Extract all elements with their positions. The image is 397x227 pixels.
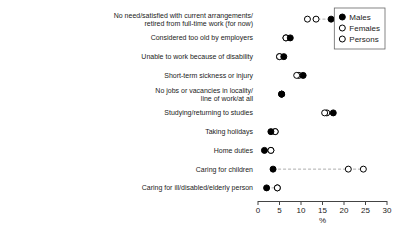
dot (322, 110, 328, 116)
x-tick (344, 201, 345, 205)
dot (279, 91, 285, 97)
x-tick-label: 30 (383, 206, 392, 215)
dot (279, 91, 285, 97)
dot (294, 72, 300, 78)
dot (274, 185, 280, 191)
x-tick-label: 5 (277, 206, 282, 215)
legend-label: Females (349, 24, 380, 33)
x-tick (279, 201, 280, 205)
category-label: Considered too old by employers (151, 34, 254, 42)
legend-marker (339, 25, 345, 31)
category-label: Caring for ill/disabled/elderly person (142, 184, 253, 192)
x-tick-label: 10 (297, 206, 306, 215)
x-axis: 0 5 10 15 20 25 30 (256, 201, 392, 215)
x-tick (301, 201, 302, 205)
x-tick-label: 25 (361, 206, 370, 215)
dot (281, 54, 287, 60)
dot (268, 147, 274, 153)
x-tick-label: 15 (318, 206, 327, 215)
dot (274, 185, 280, 191)
x-tick-label: 20 (340, 206, 349, 215)
dot (328, 16, 334, 22)
dot (304, 16, 310, 22)
dot (313, 16, 319, 22)
x-axis-label: % (319, 216, 326, 225)
legend-frame (334, 8, 385, 49)
x-tick (258, 201, 259, 205)
category-label: No jobs or vacancies in locality/line of… (155, 87, 253, 102)
dot (279, 91, 285, 97)
dot (287, 35, 293, 41)
legend: Males Females Persons (334, 8, 385, 49)
x-tick (387, 201, 388, 205)
dot (270, 166, 276, 172)
category-label: Studying/returning to studies (164, 109, 253, 117)
dot (330, 110, 336, 116)
dot (261, 147, 267, 153)
dot (345, 166, 351, 172)
x-tick-label: 0 (256, 206, 261, 215)
legend-label: Males (349, 13, 370, 22)
legend-marker (339, 36, 345, 42)
category-label: Home duties (214, 147, 254, 154)
legend-label: Persons (349, 35, 378, 44)
legend-marker (339, 14, 345, 20)
dot (264, 185, 270, 191)
dot (300, 72, 306, 78)
category-label: Caring for children (196, 166, 253, 174)
category-label: Taking holidays (205, 128, 253, 136)
dot (360, 166, 366, 172)
dot (268, 147, 274, 153)
chart: No need/satisfied with current arrangeme… (0, 0, 397, 227)
category-label: Unable to work because of disability (141, 53, 253, 61)
dot (268, 129, 274, 135)
x-tick (365, 201, 366, 205)
y-tick-labels: No need/satisfied with current arrangeme… (114, 12, 254, 193)
category-label: No need/satisfied with current arrangeme… (114, 12, 253, 28)
series (261, 16, 336, 191)
category-label: Short-term sickness or injury (164, 72, 253, 80)
x-tick (322, 201, 323, 205)
